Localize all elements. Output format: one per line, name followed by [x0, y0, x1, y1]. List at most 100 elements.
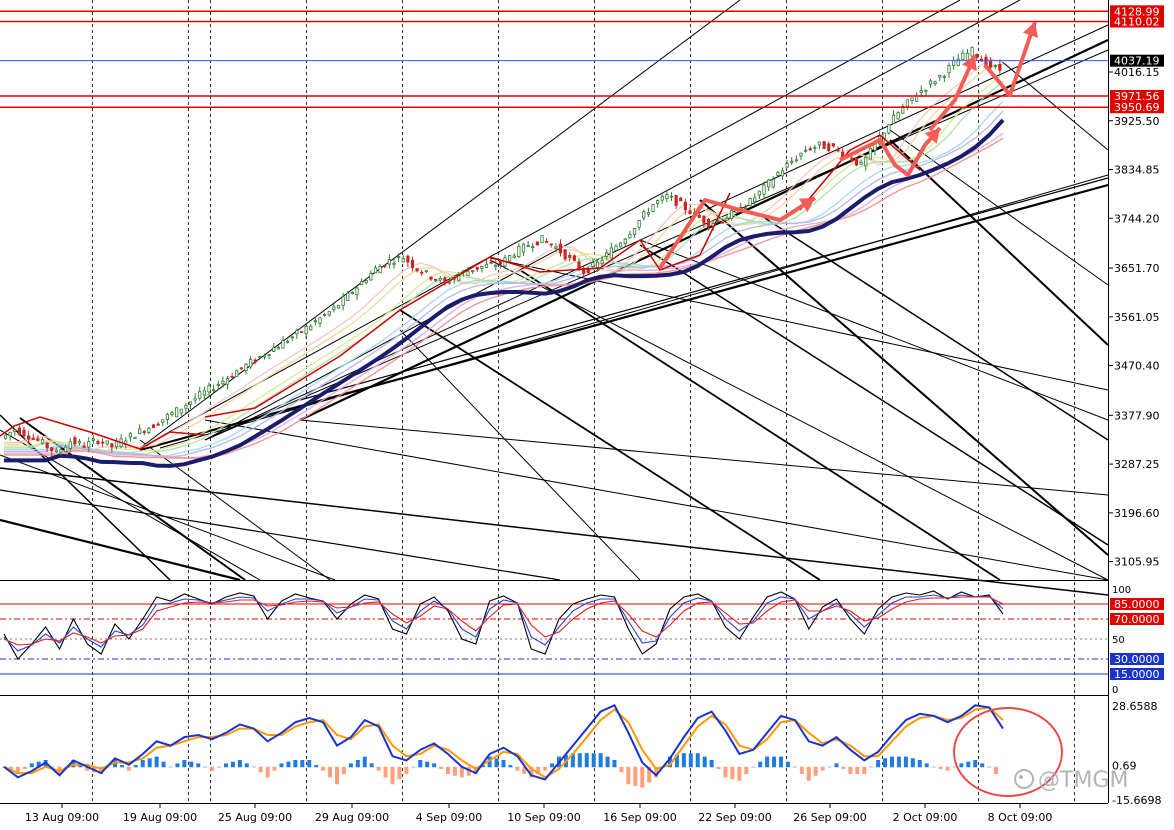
macd-histogram-bar: [230, 761, 235, 768]
candle-body: [188, 401, 193, 405]
candle-body: [827, 143, 831, 152]
macd-histogram-bar: [536, 766, 541, 775]
macd-histogram-bar: [737, 766, 742, 781]
macd-histogram-bar: [508, 765, 513, 768]
candle-body: [59, 449, 63, 453]
candle-body: [27, 435, 31, 440]
macd-histogram-bar: [577, 753, 582, 768]
candle-body: [804, 149, 808, 152]
candle-body: [309, 325, 313, 331]
candle-body: [813, 146, 817, 149]
price-tick-label-4: 3651.70: [1114, 262, 1160, 275]
candle-body: [762, 184, 766, 195]
candle-body: [397, 256, 401, 258]
candle-body: [373, 267, 378, 274]
candle-body: [475, 266, 479, 270]
macd-histogram-bar: [716, 766, 721, 769]
macd-histogram-bar: [876, 759, 881, 768]
macd-histogram-bar: [355, 759, 360, 768]
candle-body: [595, 261, 600, 268]
candle-body: [225, 378, 230, 385]
oscillator-line-0: [3, 590, 1004, 660]
arrow-projection-3-head-icon: [962, 55, 977, 72]
candle-body: [304, 326, 308, 335]
macd-histogram-bar: [237, 759, 242, 768]
macd-histogram-bar: [987, 766, 992, 768]
watermark-logo-icon: [1014, 769, 1034, 789]
candle-body: [313, 320, 317, 323]
macd-histogram-bar: [210, 766, 215, 771]
candle-body: [915, 95, 919, 102]
osc-level-tag-2: [1110, 653, 1164, 665]
macd-histogram-bar: [140, 759, 145, 768]
candle-body: [771, 179, 775, 188]
candle-body: [961, 52, 965, 60]
candle-body: [637, 220, 641, 228]
macd-histogram-bar: [945, 766, 950, 771]
macd-histogram-bar: [425, 761, 430, 768]
macd-histogram-bar: [772, 756, 777, 768]
candle-body: [619, 242, 623, 248]
macd-histogram-bar: [335, 766, 339, 785]
trend-path-4: [799, 134, 881, 211]
candle-body: [184, 405, 188, 409]
macd-histogram-bar: [973, 759, 978, 768]
candle-body: [785, 163, 789, 168]
candle-body: [82, 445, 86, 448]
candle-body: [336, 304, 341, 309]
candle-body: [466, 270, 470, 276]
candle-body: [494, 264, 498, 267]
macd-histogram-bar: [265, 766, 270, 778]
candle-body: [175, 407, 179, 418]
fan-line-4: [0, 454, 336, 581]
time-tick-label-3: 29 Aug 09:00: [315, 811, 389, 824]
price-tag-box-0: [1110, 5, 1164, 18]
candle-body: [193, 397, 197, 401]
price-tag-label-4: 3950.69: [1114, 101, 1160, 114]
macd-histogram-bar: [348, 763, 353, 768]
candle-body: [480, 266, 484, 269]
macd-histogram-bar: [522, 766, 527, 775]
candle-body: [776, 172, 780, 176]
price-tick-label-0: 4016.15: [1114, 66, 1160, 79]
candle-body: [660, 195, 664, 201]
candle-body: [179, 408, 183, 414]
candle-body: [369, 272, 373, 281]
macd-histogram-bar: [8, 766, 13, 771]
macd-histogram-bar: [480, 765, 485, 768]
candle-body: [68, 441, 72, 449]
candle-body: [998, 64, 1002, 71]
candle-body: [267, 354, 271, 357]
candle-body: [249, 359, 253, 368]
candle-body: [410, 259, 415, 269]
candle-body: [73, 437, 77, 445]
candle-body: [632, 228, 637, 235]
candle-body: [142, 431, 146, 434]
price-tag-label-2: 4037.19: [1114, 55, 1160, 68]
candle-body: [138, 428, 142, 434]
candlesticks: [3, 46, 1002, 456]
fan-line-7: [139, 439, 331, 581]
candle-body: [591, 262, 595, 267]
macd-histogram-bar: [251, 766, 256, 768]
candle-body: [896, 112, 900, 120]
macd-histogram-bar: [182, 759, 187, 768]
candle-body: [725, 217, 729, 221]
candle-body: [133, 436, 137, 439]
candle-body: [212, 389, 216, 392]
osc-tick-label-1: 50: [1112, 635, 1125, 646]
price-tick-label-9: 3196.60: [1114, 507, 1160, 520]
candle-body: [147, 427, 151, 433]
candle-body: [706, 218, 711, 228]
candle-body: [887, 124, 891, 134]
macd-histogram-bar: [466, 766, 471, 776]
macd-panel: 28.6588 0.69 -15.6698: [2, 700, 1161, 807]
macd-histogram-bar: [730, 766, 735, 780]
candle-body: [910, 97, 914, 102]
price-tick-label-3: 3744.20: [1114, 212, 1160, 225]
macd-histogram-bar: [910, 758, 915, 768]
candle-body: [216, 384, 220, 386]
macd-tick-label-1: 0.69: [1112, 759, 1137, 772]
